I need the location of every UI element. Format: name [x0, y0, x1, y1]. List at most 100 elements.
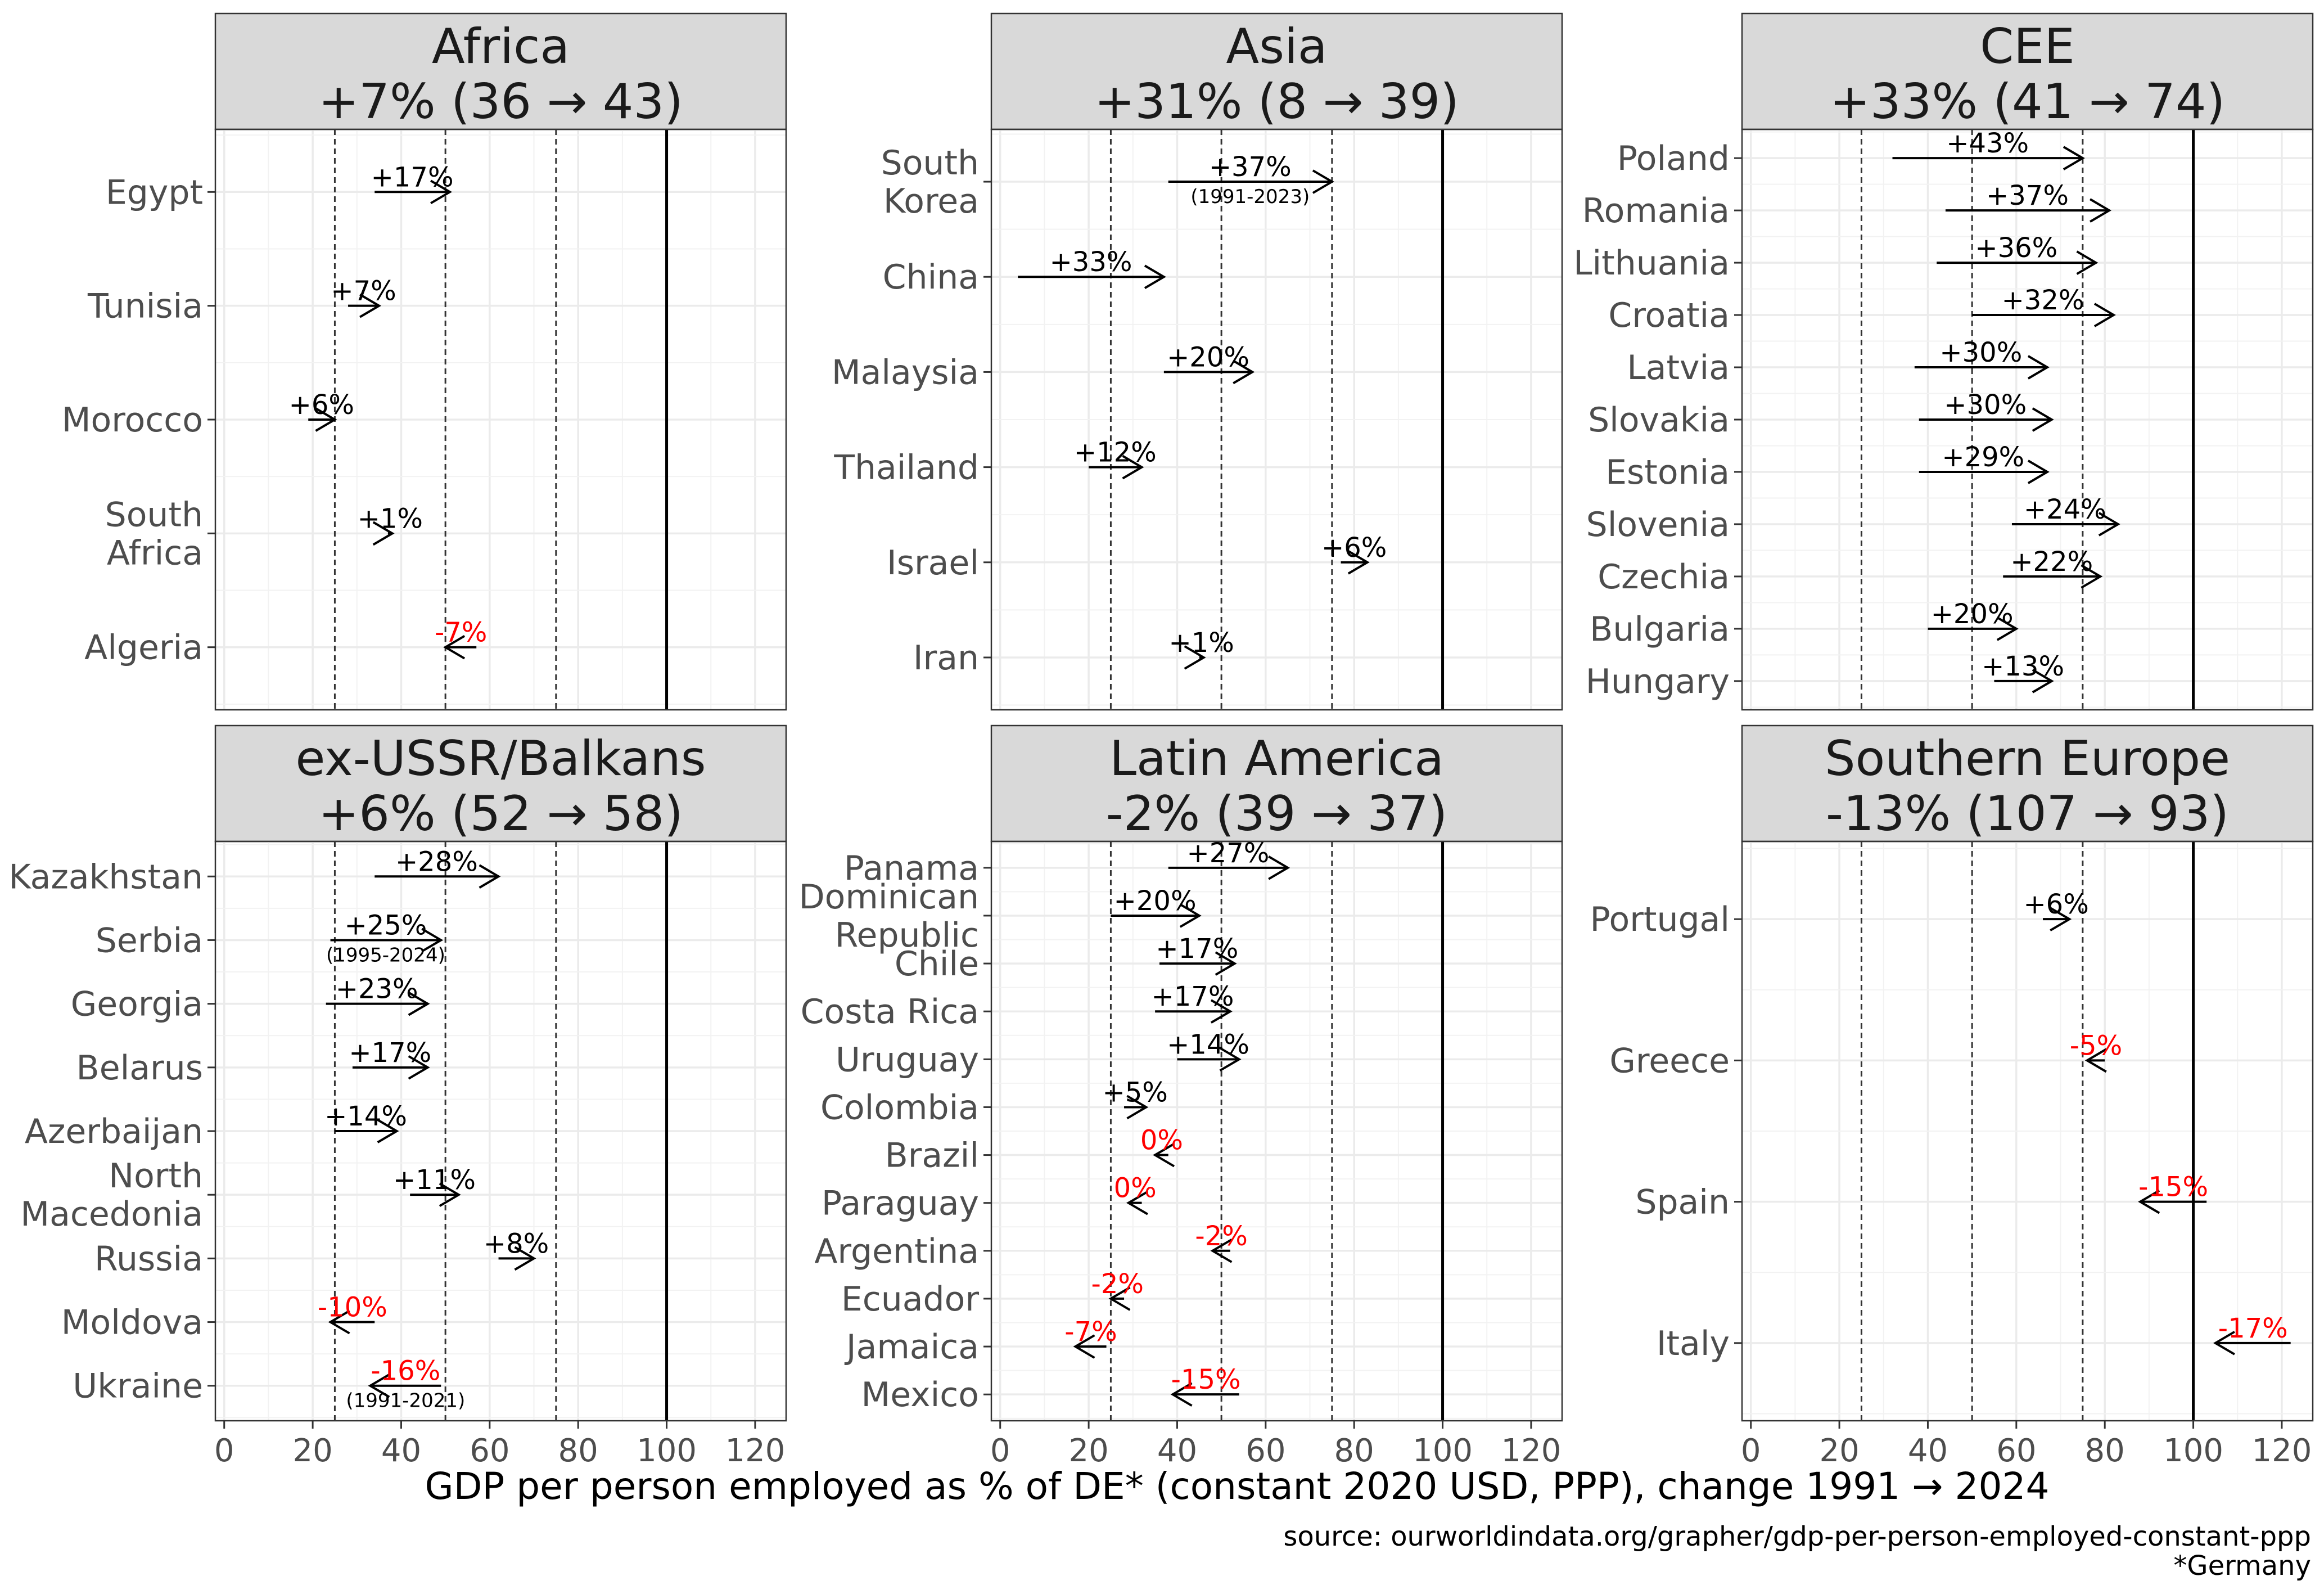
change-label: -5% — [2070, 1030, 2122, 1061]
country-label: Italy — [1657, 1324, 1730, 1363]
country-label: Hungary — [1586, 662, 1730, 701]
facet-summary: +7% (36 → 43) — [318, 74, 683, 130]
x-tick-label: 40 — [381, 1433, 421, 1469]
country-label-line: Africa — [107, 533, 203, 573]
change-label: 0% — [1114, 1173, 1157, 1204]
x-tick-label: 60 — [470, 1433, 509, 1469]
change-label: +25% — [344, 909, 427, 941]
change-label: -7% — [435, 617, 487, 649]
country-label: Slovakia — [1588, 400, 1730, 440]
facet-strip — [214, 12, 787, 130]
facet-title: Africa — [432, 19, 570, 75]
change-label: +20% — [1114, 885, 1197, 917]
change-arrow-head — [2098, 512, 2120, 537]
x-tick-label: 60 — [1996, 1433, 2036, 1469]
source-note: source: ourworldindata.org/grapher/gdp-p… — [1283, 1521, 2311, 1552]
change-arrow-head — [2032, 669, 2054, 694]
country-label: Costa Rica — [801, 992, 979, 1032]
country-label: Israel — [887, 543, 979, 583]
change-arrow-head — [2050, 907, 2072, 931]
change-label: +14% — [324, 1101, 407, 1132]
country-label: South Korea — [881, 143, 979, 221]
change-label: +6% — [289, 389, 354, 421]
change-arrow-head — [1347, 550, 1370, 575]
change-arrow-head — [2076, 250, 2099, 275]
change-label: +1% — [358, 503, 423, 534]
change-arrow-head — [1215, 951, 1237, 976]
country-label: Bulgaria — [1590, 610, 1730, 649]
country-label: Algeria — [84, 628, 203, 668]
country-label: Lithuania — [1573, 244, 1730, 283]
change-arrow-head — [1219, 1047, 1242, 1072]
change-label: +30% — [1944, 389, 2027, 421]
change-label: -16% — [371, 1356, 440, 1387]
change-arrow-head — [443, 634, 466, 660]
change-label: +1% — [1169, 627, 1234, 659]
change-arrow-head — [377, 1119, 399, 1143]
country-label-line: South — [881, 143, 979, 183]
change-label: +28% — [395, 846, 478, 877]
change-label: -2% — [1091, 1268, 1144, 1300]
change-arrow-head — [2090, 198, 2112, 223]
x-tick-label: 20 — [1068, 1433, 1108, 1469]
facet-title: Asia — [1226, 19, 1327, 75]
change-arrow-head — [1179, 903, 1202, 928]
change-arrow-head — [421, 927, 444, 953]
country-label: China — [883, 258, 979, 297]
country-label: Spain — [1635, 1183, 1730, 1222]
x-tick-label: 80 — [558, 1433, 598, 1469]
change-label: -10% — [318, 1292, 387, 1323]
facet-summary: +6% (52 → 58) — [318, 786, 683, 842]
x-tick-label: 0 — [990, 1433, 1010, 1469]
country-label: Iran — [913, 638, 979, 678]
change-arrow-head — [1312, 169, 1334, 194]
country-label: Jamaica — [844, 1327, 979, 1367]
change-label: +43% — [1946, 128, 2029, 159]
change-label: +36% — [1975, 232, 2057, 264]
country-label: Dominican Republic — [798, 877, 979, 955]
change-label: +17% — [1152, 981, 1234, 1012]
country-label-line: Dominican — [798, 877, 979, 917]
country-label-line: North — [109, 1156, 203, 1196]
change-label: +20% — [1167, 341, 1249, 373]
facet-summary: +33% (41 → 74) — [1830, 74, 2225, 130]
country-label: Egypt — [106, 173, 203, 212]
country-label: Serbia — [96, 921, 203, 960]
facet-title: CEE — [1980, 19, 2075, 75]
x-tick-label: 120 — [725, 1433, 785, 1469]
change-label: +22% — [2010, 546, 2093, 578]
footnote: *Germany — [2173, 1550, 2311, 1582]
x-tick-label: 80 — [1334, 1433, 1374, 1469]
panel-border — [990, 128, 1563, 711]
change-label: +17% — [1156, 933, 1238, 965]
change-label: -15% — [1171, 1364, 1241, 1395]
period-note: (1991-2021) — [346, 1390, 465, 1412]
country-label: Czechia — [1598, 557, 1730, 597]
change-label: -7% — [1064, 1316, 1117, 1348]
country-label: Argentina — [814, 1232, 979, 1271]
change-arrow-head — [1210, 1239, 1233, 1263]
change-label: +13% — [1982, 651, 2064, 682]
country-label-line: South — [105, 495, 203, 534]
change-arrow-head — [514, 1246, 536, 1271]
change-arrow-head — [1268, 855, 1290, 880]
facet-strip — [990, 12, 1563, 130]
change-label: +11% — [393, 1164, 476, 1196]
change-label: +30% — [1939, 337, 2022, 368]
change-arrow-head — [2093, 303, 2116, 327]
facet-title: Latin America — [1109, 731, 1444, 787]
country-label-line: Republic — [835, 916, 979, 955]
country-label: Paraguay — [822, 1184, 979, 1223]
change-arrow-head — [315, 407, 337, 432]
change-arrow-head — [1233, 359, 1255, 385]
facet-strip — [1741, 724, 2314, 843]
x-tick-label: 100 — [1413, 1433, 1473, 1469]
country-label: North Macedonia — [20, 1156, 203, 1234]
change-label: +33% — [1050, 246, 1132, 278]
x-tick-label: 40 — [1908, 1433, 1948, 1469]
panel-asia: Asia+31% (8 → 39) South Korea +37% (1991-202… — [832, 12, 1563, 711]
change-arrow-head — [1073, 1334, 1095, 1359]
facet-strip — [1741, 12, 2314, 130]
country-label: Thailand — [833, 448, 979, 488]
